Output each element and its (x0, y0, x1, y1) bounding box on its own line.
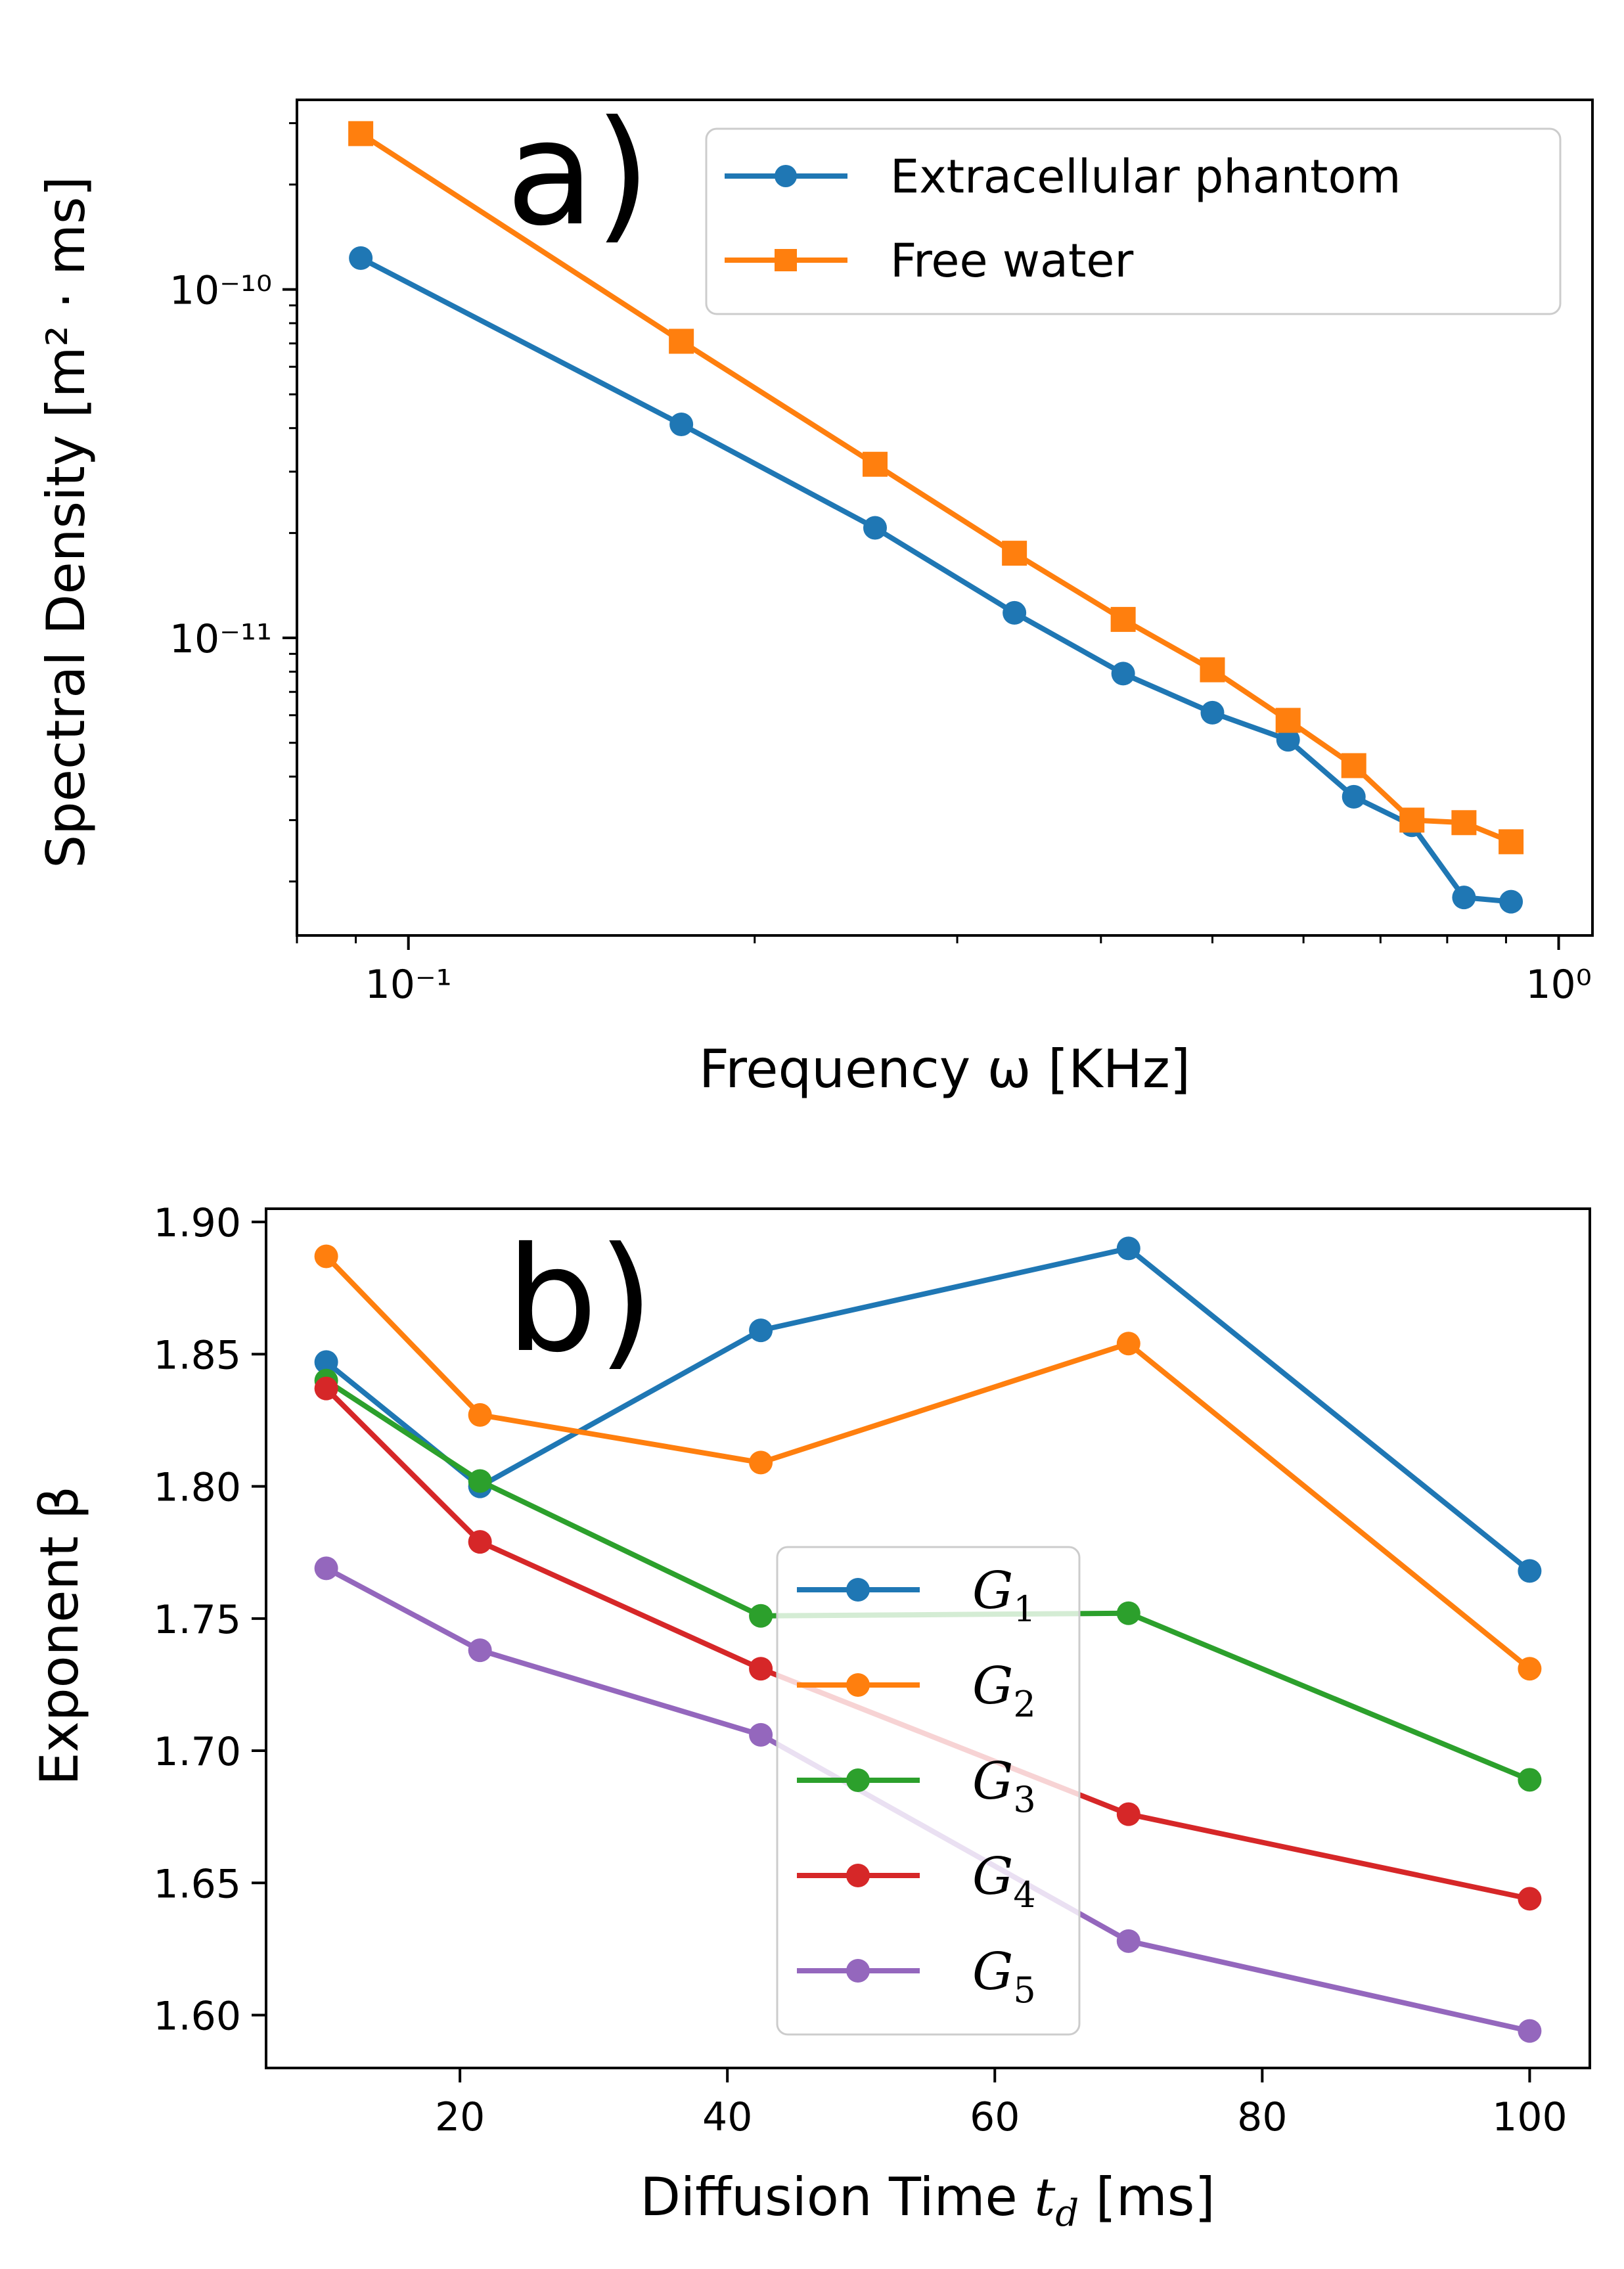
data-point (1452, 886, 1476, 910)
data-point (314, 1350, 338, 1374)
panel-b-legend: G1 G2 G3 G4 G5 (776, 1546, 1081, 2036)
panel-b-series (314, 1236, 1542, 2043)
legend-label-g3: G3 (972, 1752, 1036, 1820)
data-point (1499, 829, 1524, 855)
legend-marker-g2 (846, 1673, 870, 1697)
panel-b-x-axis-unit: [ms] (1096, 2167, 1215, 2228)
panel-b-exponent: 20 40 60 80 1001.601.651.701.751.801.851.90 … (29, 1200, 1591, 2235)
panel-a-spectral-density: 10⁻¹ 10⁰ 10⁻¹¹ 10⁻¹⁰ a) Frequency ω [KHz] S… (35, 89, 1594, 1100)
data-point (349, 246, 373, 270)
data-point (1003, 600, 1027, 625)
x-tick-label: 60 (970, 2094, 1020, 2140)
y-tick-label: 1.80 (153, 1465, 241, 1511)
y-tick-label: 1.75 (153, 1597, 241, 1643)
data-point (749, 1450, 773, 1475)
data-point (348, 121, 374, 146)
legend-marker-g5 (846, 1959, 870, 1983)
data-point (749, 1657, 773, 1681)
legend-label-g5: G5 (972, 1943, 1036, 2011)
data-point (1116, 1929, 1140, 1953)
data-point (1518, 2019, 1542, 2043)
data-point (862, 451, 888, 477)
x-tick-label: 10⁻¹ (365, 962, 452, 1008)
panel-b-label: b) (506, 1216, 654, 1384)
data-point (1116, 1236, 1140, 1261)
data-point (314, 1376, 338, 1401)
data-point (1002, 541, 1027, 566)
legend-label-extracellular: Extracellular phantom (890, 150, 1401, 204)
y-tick-label: 1.60 (153, 1994, 241, 2040)
y-tick-label: 1.90 (153, 1200, 241, 1246)
data-point (749, 1318, 773, 1343)
panel-a-series (348, 121, 1524, 914)
panel-a-frame (296, 99, 1594, 937)
panel-a-y-axis-title: Spectral Density [m² · ms] (35, 176, 97, 868)
panel-b-frame (265, 1207, 1591, 2069)
legend-label-free-water: Free water (890, 234, 1133, 288)
legend-marker-free-water (775, 249, 797, 271)
data-point (468, 1469, 492, 1493)
panel-b-legend-items: G1 G2 G3 G4 G5 (797, 1561, 1036, 2011)
y-tick-label: 1.85 (153, 1332, 241, 1378)
data-point (1116, 1802, 1140, 1826)
x-tick-label: 40 (702, 2094, 752, 2140)
x-tick-label: 10⁰ (1525, 962, 1591, 1008)
data-point (749, 1722, 773, 1747)
panel-b-x-axis-title-text: Diffusion Time (640, 2167, 1017, 2228)
data-point (468, 1403, 492, 1427)
panel-b-y-axis-title: Exponent β (29, 1486, 90, 1786)
data-point (1111, 662, 1135, 686)
data-point (1451, 810, 1477, 836)
data-point (749, 1604, 773, 1628)
data-point (1399, 807, 1425, 833)
legend-label-g2: G2 (972, 1657, 1036, 1725)
legend-marker-g4 (846, 1864, 870, 1887)
panel-b-x-axis-title: Diffusion Time td [ms] (640, 2167, 1215, 2235)
panel-a-ticks: 10⁻¹ 10⁰ 10⁻¹¹ 10⁻¹⁰ (169, 122, 1592, 1008)
data-point (1276, 728, 1300, 752)
data-point (468, 1638, 492, 1663)
data-point (1200, 700, 1225, 725)
y-tick-label: 10⁻¹⁰ (169, 268, 272, 314)
panel-a-legend-box (705, 127, 1562, 315)
data-point (669, 328, 694, 354)
panel-a-label: a) (506, 89, 651, 258)
data-point (1342, 784, 1366, 809)
data-point (863, 516, 887, 540)
x-tick-label: 20 (435, 2094, 485, 2140)
data-point (1116, 1601, 1140, 1625)
data-point (314, 1556, 338, 1581)
x-tick-label: 80 (1237, 2094, 1287, 2140)
panel-b-x-axis-subscript: d (1055, 2192, 1079, 2235)
x-tick-label: 100 (1492, 2094, 1568, 2140)
data-point (1518, 1887, 1542, 1911)
panel-b-legend-box (776, 1546, 1081, 2036)
legend-marker-extracellular (775, 165, 797, 187)
data-point (314, 1244, 338, 1269)
data-point (1341, 753, 1366, 778)
data-point (1518, 1657, 1542, 1681)
legend-marker-g3 (846, 1768, 870, 1792)
data-point (1518, 1768, 1542, 1792)
panel-b-ticks: 20 40 60 80 100 1.60 1.65 1.70 1.75 1.80 1.85 1.90 (153, 1200, 1567, 2140)
panel-a-legend: Extracellular phantom Free water (705, 127, 1562, 315)
data-point (1518, 1559, 1542, 1583)
legend-label-g1: G1 (972, 1561, 1036, 1630)
data-point (1499, 889, 1523, 914)
data-point (468, 1530, 492, 1554)
data-point (1275, 708, 1301, 733)
data-point (1116, 1332, 1140, 1356)
legend-marker-g1 (846, 1578, 870, 1602)
panel-a-x-axis-title: Frequency ω [KHz] (699, 1039, 1190, 1100)
data-point (1200, 657, 1225, 683)
legend-label-g4: G4 (972, 1847, 1036, 1916)
y-tick-label: 1.70 (153, 1729, 241, 1775)
y-tick-label: 1.65 (153, 1861, 241, 1907)
data-point (669, 413, 694, 437)
panel-b-x-axis-symbol: t (1034, 2167, 1056, 2228)
data-point (1110, 606, 1136, 632)
y-tick-label: 10⁻¹¹ (169, 616, 272, 662)
